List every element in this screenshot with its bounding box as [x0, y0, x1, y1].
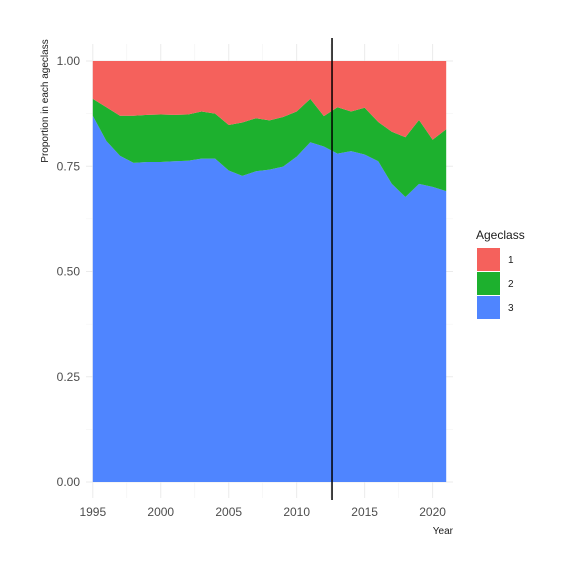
- y-tick-label: 0.75: [57, 159, 81, 173]
- x-tick-label: 2000: [147, 505, 174, 519]
- y-tick-label: 1.00: [57, 54, 81, 68]
- x-tick-label: 2020: [419, 505, 446, 519]
- area-ageclass-3: [92, 115, 447, 482]
- legend-label-3: 3: [508, 303, 514, 314]
- x-axis-title: Year: [433, 526, 454, 537]
- stacked-areas: [92, 61, 447, 482]
- y-tick-label: 0.25: [57, 370, 81, 384]
- legend-key-3: [477, 296, 500, 319]
- y-tick-label: 0.00: [57, 475, 81, 489]
- legend-key-2: [477, 272, 500, 295]
- x-tick-label: 2010: [283, 505, 310, 519]
- legend: Ageclass 1 2 3: [476, 228, 525, 319]
- legend-title: Ageclass: [476, 228, 525, 242]
- legend-label-2: 2: [508, 279, 514, 290]
- y-axis-title: Proportion in each ageclass: [40, 39, 51, 162]
- y-tick-label: 0.50: [57, 265, 81, 279]
- x-axis-ticks: 1995 2000 2005 2010 2015 2020: [79, 505, 446, 519]
- legend-key-1: [477, 248, 500, 271]
- legend-label-1: 1: [508, 255, 514, 266]
- area-ageclass-1: [92, 61, 447, 140]
- x-tick-label: 1995: [79, 505, 106, 519]
- x-tick-label: 2005: [215, 505, 242, 519]
- x-tick-label: 2015: [351, 505, 378, 519]
- area-ageclass-2: [92, 98, 447, 197]
- y-axis-ticks: 0.00 0.25 0.50 0.75 1.00: [57, 54, 81, 489]
